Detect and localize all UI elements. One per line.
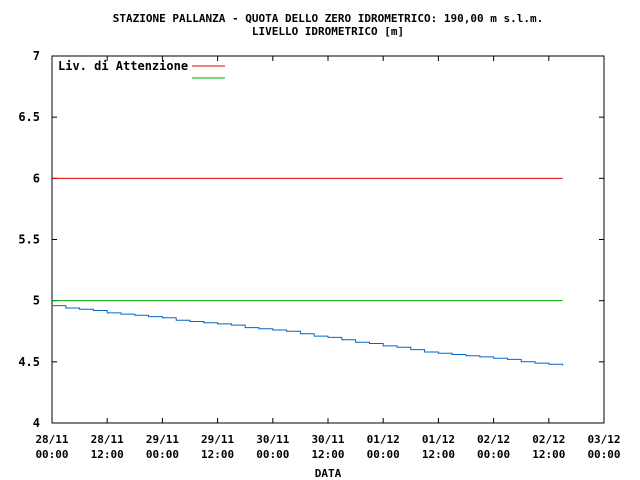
x-tick-label-time: 00:00: [587, 448, 620, 461]
x-tick-label-time: 12:00: [422, 448, 455, 461]
legend-label: Liv. di Attenzione: [58, 59, 188, 73]
y-tick-label: 5: [33, 294, 40, 308]
chart-title: STAZIONE PALLANZA - QUOTA DELLO ZERO IDR…: [112, 12, 544, 25]
x-axis: 28/11 00:00 28/11 12:00 29/11 00:00 29/11 12:00…: [35, 56, 621, 461]
x-tick-label-date: 28/11: [35, 433, 68, 446]
x-tick-label-date: 02/12: [477, 433, 510, 446]
x-tick-label-time: 12:00: [201, 448, 234, 461]
x-tick-label-date: 02/12: [532, 433, 565, 446]
x-tick-label-date: 28/11: [91, 433, 124, 446]
y-axis: 4 4.5 5 5.5 6 6.5 7: [18, 49, 604, 430]
x-tick-label-time: 00:00: [35, 448, 68, 461]
x-tick-label-time: 00:00: [367, 448, 400, 461]
series-layer: [52, 177, 564, 366]
plot-frame: [51, 55, 605, 424]
x-tick-label-date: 01/12: [422, 433, 455, 446]
x-tick-label-time: 00:00: [146, 448, 179, 461]
x-tick-label-time: 00:00: [477, 448, 510, 461]
x-tick-label-time: 12:00: [532, 448, 565, 461]
x-axis-label: DATA: [315, 467, 342, 480]
y-tick-label: 4: [33, 416, 40, 430]
water-level-line: [52, 305, 564, 366]
legend: Liv. di Attenzione: [58, 59, 225, 79]
x-tick-label-date: 30/11: [256, 433, 289, 446]
x-tick-label-date: 03/12: [587, 433, 620, 446]
x-tick-label-date: 29/11: [201, 433, 234, 446]
y-tick-label: 6.5: [18, 110, 40, 124]
y-tick-label: 4.5: [18, 355, 40, 369]
y-tick-label: 7: [33, 49, 40, 63]
x-tick-label-date: 29/11: [146, 433, 179, 446]
x-tick-label-time: 12:00: [91, 448, 124, 461]
y-tick-label: 5.5: [18, 233, 40, 247]
y-tick-label: 6: [33, 171, 40, 185]
x-tick-label-time: 12:00: [311, 448, 344, 461]
x-tick-label-time: 00:00: [256, 448, 289, 461]
chart-subtitle: LIVELLO IDROMETRICO [m]: [251, 25, 405, 38]
x-tick-label-date: 30/11: [311, 433, 344, 446]
x-tick-label-date: 01/12: [367, 433, 400, 446]
